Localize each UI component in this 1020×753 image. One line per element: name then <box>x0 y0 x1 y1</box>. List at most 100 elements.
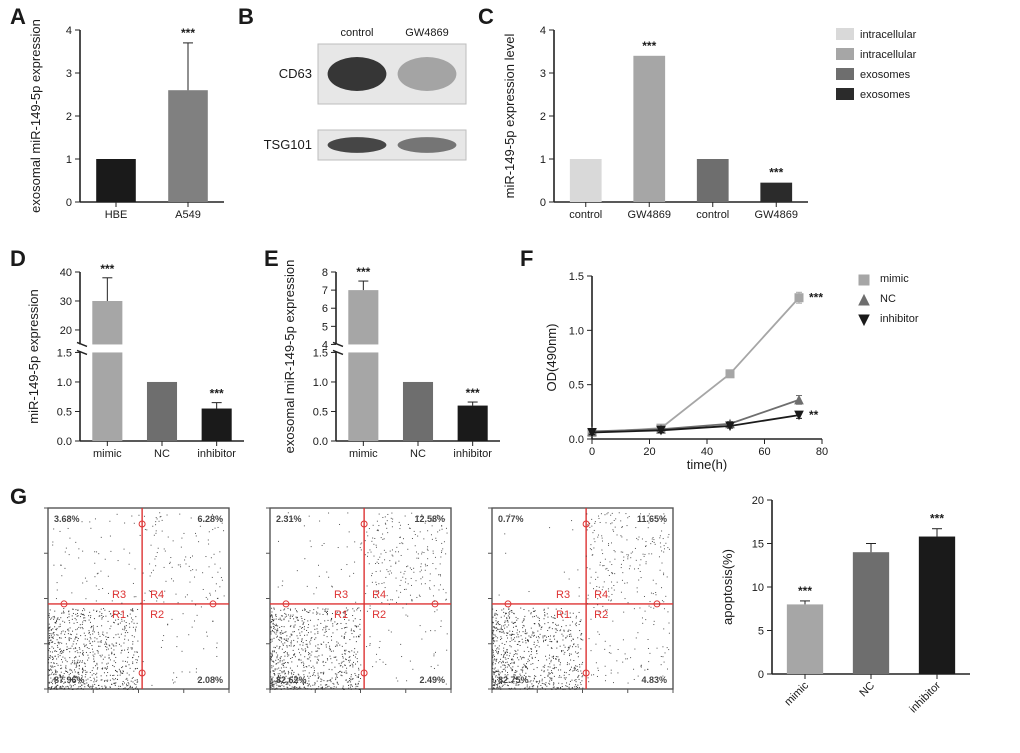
svg-text:10: 10 <box>752 582 764 594</box>
svg-text:***: *** <box>930 512 944 526</box>
svg-text:***: *** <box>181 26 195 40</box>
svg-text:80: 80 <box>816 446 828 458</box>
svg-text:3: 3 <box>540 68 546 80</box>
chart-panel-a: 01234exosomal miR-149-5p expressionHBE**… <box>24 16 234 236</box>
svg-text:inhibitor: inhibitor <box>197 448 236 460</box>
svg-text:miR-149-5p expression: miR-149-5p expression <box>26 289 41 423</box>
svg-text:R2: R2 <box>150 609 164 621</box>
svg-text:inhibitor: inhibitor <box>907 679 943 715</box>
svg-text:intracellular: intracellular <box>860 29 917 41</box>
svg-text:20: 20 <box>60 325 72 337</box>
svg-text:0: 0 <box>540 197 546 209</box>
panel-label-b: B <box>238 4 254 30</box>
svg-text:apoptosis(%): apoptosis(%) <box>720 549 735 625</box>
svg-text:2.31%: 2.31% <box>276 514 302 524</box>
svg-text:R2: R2 <box>594 609 608 621</box>
chart-panel-c: 01234miR-149-5p expression levelcontrol*… <box>498 16 818 236</box>
svg-text:mimic: mimic <box>93 448 122 460</box>
svg-text:15: 15 <box>752 539 764 551</box>
svg-text:GW4869: GW4869 <box>405 27 448 39</box>
svg-text:0: 0 <box>758 669 764 681</box>
chart-panel-e: 456780.00.51.01.5exosomal miR-149-5p exp… <box>280 260 510 475</box>
svg-text:A549: A549 <box>175 209 201 221</box>
svg-text:0.0: 0.0 <box>57 436 72 448</box>
svg-text:mimic: mimic <box>782 679 811 708</box>
svg-text:exosomes: exosomes <box>860 89 911 101</box>
svg-text:R3: R3 <box>334 589 348 601</box>
svg-text:time(h): time(h) <box>687 457 727 472</box>
svg-text:control: control <box>340 27 373 39</box>
svg-text:1.0: 1.0 <box>569 325 584 337</box>
svg-text:1.0: 1.0 <box>57 377 72 389</box>
panel-label-e: E <box>264 246 279 272</box>
svg-text:***: *** <box>466 386 480 400</box>
svg-text:12.58%: 12.58% <box>414 514 445 524</box>
svg-text:OD(490nm): OD(490nm) <box>544 324 559 392</box>
svg-text:R1: R1 <box>334 609 348 621</box>
svg-text:1.0: 1.0 <box>313 377 328 389</box>
svg-text:2: 2 <box>540 111 546 123</box>
svg-text:control: control <box>696 209 729 221</box>
svg-text:exosomal miR-149-5p expression: exosomal miR-149-5p expression <box>28 19 43 213</box>
panel-label-c: C <box>478 4 494 30</box>
svg-text:1: 1 <box>66 154 72 166</box>
svg-text:***: *** <box>798 584 812 598</box>
svg-text:0.77%: 0.77% <box>498 514 524 524</box>
svg-text:3: 3 <box>66 68 72 80</box>
svg-text:HBE: HBE <box>105 209 128 221</box>
svg-text:R4: R4 <box>594 589 608 601</box>
svg-text:inhibitor: inhibitor <box>880 313 919 325</box>
svg-text:8: 8 <box>322 267 328 279</box>
svg-text:intracellular: intracellular <box>860 49 917 61</box>
svg-text:3.68%: 3.68% <box>54 514 80 524</box>
svg-text:5: 5 <box>758 626 764 638</box>
svg-text:GW4869: GW4869 <box>755 209 798 221</box>
chart-panel-c-legend: intracellular intracellular exosomes exosom… <box>830 28 1010 148</box>
svg-text:NC: NC <box>154 448 170 460</box>
svg-text:4: 4 <box>540 25 546 37</box>
chart-panel-g-bar: 05101520apoptosis(%)***mimicNC***inhibit… <box>720 486 980 728</box>
svg-text:6.28%: 6.28% <box>197 514 223 524</box>
svg-text:82.75%: 82.75% <box>498 675 529 685</box>
svg-text:GW4869: GW4869 <box>628 209 671 221</box>
flow-plot-2: 0.77%11.65%82.75%4.83%R3R4R1R2 <box>474 502 679 707</box>
svg-text:R4: R4 <box>150 589 164 601</box>
svg-text:60: 60 <box>758 446 770 458</box>
svg-text:mimic: mimic <box>349 448 378 460</box>
svg-text:miR-149-5p expression level: miR-149-5p expression level <box>502 34 517 199</box>
svg-text:30: 30 <box>60 296 72 308</box>
svg-text:***: *** <box>769 166 783 180</box>
svg-text:***: *** <box>809 291 823 305</box>
svg-text:6: 6 <box>322 303 328 315</box>
svg-text:R1: R1 <box>112 609 126 621</box>
svg-text:control: control <box>569 209 602 221</box>
svg-text:4.83%: 4.83% <box>641 675 667 685</box>
svg-text:R1: R1 <box>556 609 570 621</box>
svg-text:R3: R3 <box>556 589 570 601</box>
svg-text:2.49%: 2.49% <box>419 675 445 685</box>
svg-text:exosomes: exosomes <box>860 69 911 81</box>
svg-text:NC: NC <box>857 680 877 700</box>
svg-text:0.5: 0.5 <box>569 380 584 392</box>
panel-label-g: G <box>10 484 27 510</box>
svg-text:7: 7 <box>322 285 328 297</box>
flow-plot-0: 3.68%6.28%87.96%2.08%R3R4R1R2 <box>30 502 235 707</box>
flow-plot-1: 2.31%12.58%82.62%2.49%R3R4R1R2 <box>252 502 457 707</box>
svg-text:mimic: mimic <box>880 273 909 285</box>
svg-text:1.5: 1.5 <box>313 347 328 359</box>
svg-text:exosomal miR-149-5p expression: exosomal miR-149-5p expression <box>282 260 297 453</box>
svg-text:***: *** <box>642 39 656 53</box>
svg-text:2: 2 <box>66 111 72 123</box>
svg-text:NC: NC <box>880 293 896 305</box>
svg-text:TSG101: TSG101 <box>264 137 312 152</box>
svg-text:***: *** <box>210 387 224 401</box>
svg-text:1.5: 1.5 <box>57 347 72 359</box>
svg-text:0: 0 <box>66 197 72 209</box>
svg-text:CD63: CD63 <box>279 66 312 81</box>
svg-text:R3: R3 <box>112 589 126 601</box>
svg-text:0: 0 <box>589 446 595 458</box>
svg-text:inhibitor: inhibitor <box>453 448 492 460</box>
svg-text:0.0: 0.0 <box>313 436 328 448</box>
svg-text:5: 5 <box>322 321 328 333</box>
chart-panel-d: 2030400.00.51.01.5miR-149-5p expression*… <box>24 260 254 475</box>
